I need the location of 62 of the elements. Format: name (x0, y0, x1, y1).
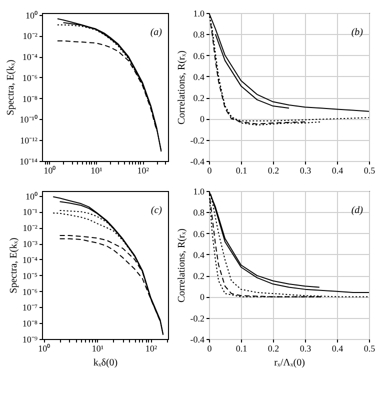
annotation: (b) (351, 27, 364, 38)
y-tick-label: 10⁻⁴ (22, 52, 38, 62)
y-tick-label: 10⁻¹ (22, 207, 38, 218)
y-tick-label: -0.2 (190, 313, 204, 324)
y-tick-label: -0.4 (190, 156, 205, 166)
y-tick-label: 10⁻⁶ (22, 286, 38, 297)
y-tick-label: 0.8 (193, 30, 205, 40)
y-tick-label: 1.0 (193, 8, 205, 18)
x-tick-label: 0.5 (364, 166, 376, 176)
x-tick-label: 0.3 (300, 344, 312, 354)
x-tick-label: 0.4 (332, 166, 344, 176)
y-tick-label: 0.4 (193, 250, 205, 260)
y-tick-label: 10⁻⁴ (22, 254, 38, 265)
x-tick-label: 0.2 (268, 166, 280, 176)
x-axis-title: rₓ/Λₓ(0) (274, 358, 305, 368)
y-tick-label: 10⁰ (26, 10, 38, 20)
y-tick-label: 10⁻⁸ (22, 94, 38, 104)
y-tick-label: 0 (200, 114, 205, 124)
y-tick-label: 10⁻¹⁰ (20, 114, 38, 125)
x-tick-label: 0.3 (300, 166, 312, 176)
x-tick-label: 0.1 (236, 166, 248, 176)
x-tick-label: 10⁰ (44, 166, 56, 176)
y-tick-label: 10⁻² (22, 223, 38, 234)
y-tick-label: 10⁻¹⁴ (20, 156, 38, 166)
y-tick-label: -0.4 (190, 334, 205, 344)
y-axis-title: Spectra, E(kₓ) (6, 60, 17, 116)
y-tick-label: 0.8 (193, 208, 205, 218)
x-tick-label: 10² (145, 344, 158, 354)
x-tick-label: 10¹ (90, 166, 103, 176)
y-tick-label: 1.0 (193, 186, 205, 196)
y-tick-label: 10⁻² (22, 31, 38, 42)
x-tick-label: 0 (207, 344, 212, 354)
x-tick-label: 0.1 (236, 344, 248, 354)
y-tick-label: 0.6 (193, 50, 205, 61)
y-tick-label: 10⁻¹² (20, 136, 38, 146)
x-tick-label: 0.2 (268, 344, 280, 354)
y-tick-label: 10⁻⁶ (22, 72, 38, 83)
y-tick-label: -0.2 (190, 135, 204, 146)
y-tick-label: 10⁻⁸ (22, 318, 38, 329)
y-tick-label: 0 (200, 292, 205, 302)
x-tick-label: 10⁰ (38, 344, 50, 354)
y-tick-label: 0.2 (193, 93, 204, 104)
y-tick-label: 10⁻⁵ (22, 270, 38, 281)
x-tick-label: 0.5 (364, 344, 376, 354)
x-tick-label: 0.4 (332, 344, 344, 354)
y-tick-label: 0.2 (193, 271, 204, 282)
annotation: (c) (150, 205, 163, 216)
x-tick-label: 10¹ (92, 344, 104, 354)
y-tick-label: 10⁰ (26, 191, 38, 202)
y-tick-label: 10⁻⁷ (22, 302, 38, 313)
y-axis-title: Correlations, R(rₓ) (176, 50, 188, 124)
y-tick-label: 10⁻³ (22, 239, 38, 250)
y-tick-label: 0.6 (193, 228, 205, 239)
x-tick-label: 0 (207, 166, 212, 176)
annotation: (a) (150, 27, 163, 38)
x-tick-label: 10² (137, 166, 150, 176)
y-tick-label: 0.4 (193, 72, 205, 82)
y-tick-label: 10⁻⁹ (22, 334, 38, 344)
annotation: (d) (351, 205, 364, 216)
y-axis-title: Correlations, R(rₓ) (176, 228, 188, 302)
y-axis-title: Spectra, E(kₓ) (8, 238, 20, 294)
x-axis-title: kₓδ(0) (93, 358, 118, 368)
